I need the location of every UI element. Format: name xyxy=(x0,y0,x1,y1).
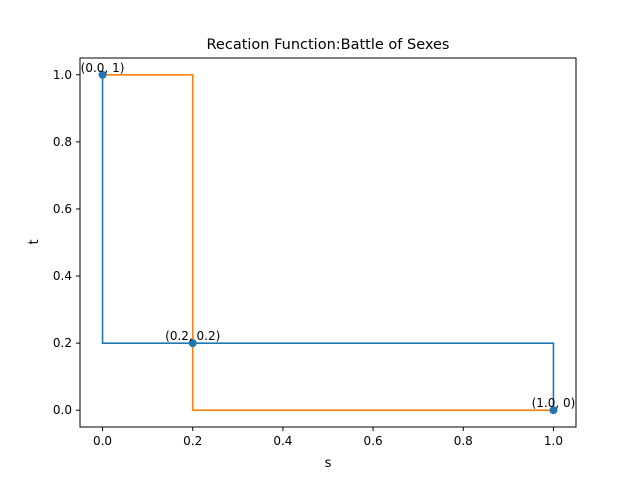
plot-area: (0.0, 1) (0.2, 0.2) (1.0, 0) xyxy=(81,61,576,415)
series-line-2 xyxy=(102,73,554,412)
y-axis: 0.0 0.2 0.4 0.6 0.8 1.0 xyxy=(53,68,80,417)
y-tick-label: 0.0 xyxy=(53,403,72,417)
axes-frame xyxy=(79,57,577,428)
y-tick-label: 0.4 xyxy=(53,269,72,283)
series-line-1 xyxy=(101,74,555,411)
y-tick-label: 0.6 xyxy=(53,202,72,216)
data-point xyxy=(188,339,197,348)
x-axis: 0.0 0.2 0.4 0.6 0.8 1.0 xyxy=(93,427,563,448)
data-point xyxy=(549,406,558,415)
x-tick-label: 0.0 xyxy=(93,434,112,448)
y-tick-label: 0.8 xyxy=(53,135,72,149)
data-point xyxy=(98,70,107,79)
chart-title: Recation Function:Battle of Sexes xyxy=(207,37,450,53)
point-annotation: (0.0, 1) xyxy=(81,61,125,75)
x-tick-label: 1.0 xyxy=(544,434,563,448)
x-tick-label: 0.6 xyxy=(364,434,383,448)
y-tick-label: 0.2 xyxy=(53,336,72,350)
y-axis-label: t xyxy=(27,239,42,244)
x-tick-label: 0.4 xyxy=(273,434,292,448)
y-tick-label: 1.0 xyxy=(53,68,72,82)
x-axis-label: s xyxy=(325,456,332,471)
point-annotation: (1.0, 0) xyxy=(532,396,576,410)
x-tick-label: 0.8 xyxy=(454,434,473,448)
x-tick-label: 0.2 xyxy=(183,434,202,448)
point-annotation: (0.2, 0.2) xyxy=(165,329,220,343)
